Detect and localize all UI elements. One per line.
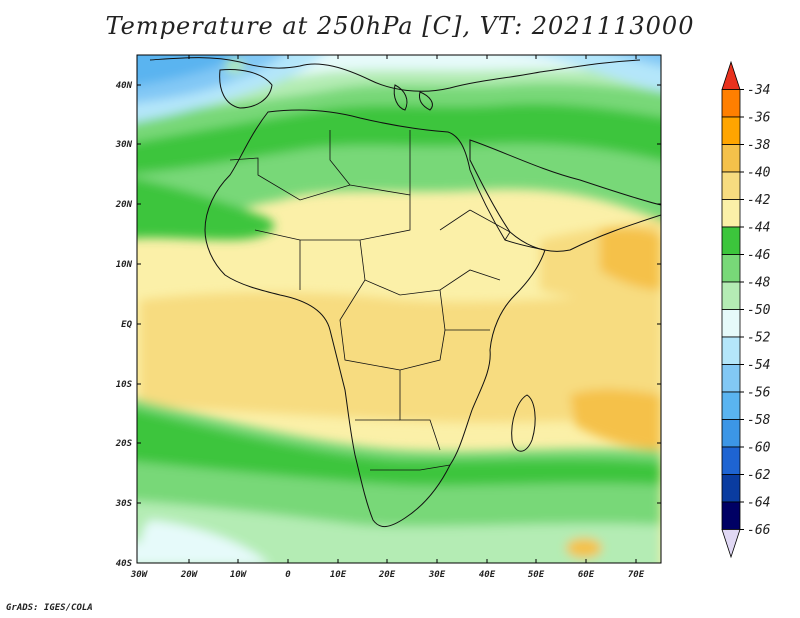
colorbar-swatch xyxy=(721,226,741,255)
colorbar-label: -40 xyxy=(747,166,771,181)
colorbar-swatch xyxy=(721,446,741,475)
lon-label-50e: 50E xyxy=(528,570,545,580)
colorbar-label: -50 xyxy=(747,303,771,318)
colorbar-label: -66 xyxy=(747,523,771,538)
colorbar-label: -52 xyxy=(747,331,771,346)
latitude-axis: 40N 30N 20N 10N EQ 10S 20S 30S 40S xyxy=(115,81,661,569)
colorbar-label: -62 xyxy=(747,468,771,483)
colorbar-swatch xyxy=(721,254,741,283)
colorbar-label: -64 xyxy=(747,496,770,511)
lat-label-30n: 30N xyxy=(115,140,133,150)
colorbar-label: -54 xyxy=(747,358,770,373)
colorbar-swatch xyxy=(721,60,741,90)
lat-label-40n: 40N xyxy=(116,81,133,91)
lon-label-20w: 20W xyxy=(180,570,199,580)
lat-label-40s: 40S xyxy=(116,559,133,569)
map-title: Temperature at 250hPa [C], VT: 202111300… xyxy=(105,12,695,40)
colorbar-label: -34 xyxy=(747,83,770,98)
colorbar: -34 -36 -38 -40 -42 -44 -46 -48 -50 -52 -54 -56 -58 -… xyxy=(721,60,771,559)
longitude-axis: 30W 20W 10W 0 10E 20E 30E 40E 50E 60E 70… xyxy=(130,55,645,580)
colorbar-swatch xyxy=(721,336,741,365)
lon-label-10e: 10E xyxy=(330,570,347,580)
colorbar-label: -36 xyxy=(747,111,771,126)
lat-label-20n: 20N xyxy=(115,200,133,210)
lat-label-20s: 20S xyxy=(115,439,133,449)
colorbar-swatch xyxy=(721,529,741,559)
lat-label-10n: 10N xyxy=(116,260,133,270)
lon-label-70e: 70E xyxy=(628,570,645,580)
lon-label-30w: 30W xyxy=(130,570,149,580)
temperature-field xyxy=(137,55,661,563)
lon-label-0: 0 xyxy=(285,570,291,580)
colorbar-swatch xyxy=(721,171,741,200)
colorbar-swatch xyxy=(721,116,741,145)
lon-label-60e: 60E xyxy=(578,570,595,580)
credit-text: GrADS: IGES/COLA xyxy=(6,603,93,613)
colorbar-swatch xyxy=(721,501,741,530)
colorbar-label: -58 xyxy=(747,413,771,428)
colorbar-label: -46 xyxy=(747,248,771,263)
coastlines xyxy=(149,57,661,527)
colorbar-label: -38 xyxy=(747,138,771,153)
colorbar-swatch xyxy=(721,419,741,448)
colorbar-swatch xyxy=(721,281,741,310)
country-borders xyxy=(229,130,511,471)
lat-label-30s: 30S xyxy=(115,499,133,509)
lat-label-10s: 10S xyxy=(116,380,133,390)
colorbar-swatch xyxy=(721,89,741,118)
lon-label-40e: 40E xyxy=(479,570,496,580)
map-frame xyxy=(136,54,662,564)
colorbar-swatch xyxy=(721,474,741,503)
colorbar-label: -48 xyxy=(747,276,771,291)
colorbar-label: -44 xyxy=(747,221,770,236)
lon-label-10w: 10W xyxy=(230,570,248,580)
colorbar-label: -42 xyxy=(747,193,771,208)
colorbar-swatch xyxy=(721,391,741,420)
lon-label-20e: 20E xyxy=(378,570,396,580)
lon-label-30e: 30E xyxy=(428,570,446,580)
colorbar-swatch xyxy=(721,199,741,228)
colorbar-label: -56 xyxy=(747,386,771,401)
colorbar-swatch xyxy=(721,144,741,173)
colorbar-swatch xyxy=(721,364,741,393)
colorbar-label: -60 xyxy=(747,441,771,456)
colorbar-swatch xyxy=(721,309,741,338)
lat-label-eq: EQ xyxy=(121,320,132,330)
